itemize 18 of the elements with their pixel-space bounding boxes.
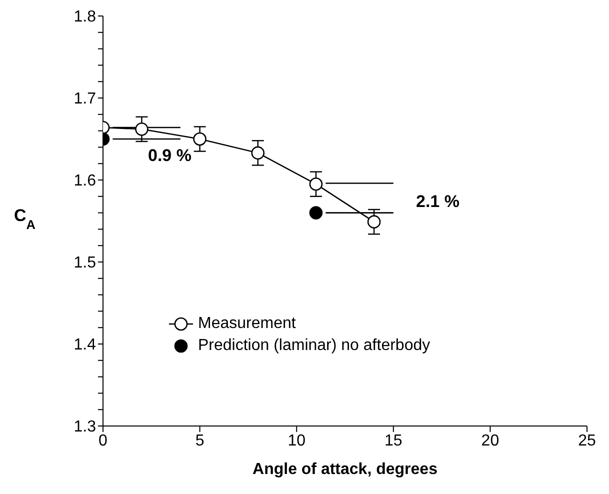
annotation: 0.9 % [148,146,192,166]
legend-label: Prediction (laminar) no afterbody [198,337,430,355]
x-axis-title: Angle of attack, degrees [252,461,438,478]
x-tick-label: 0 [98,432,108,450]
x-tick-label: 15 [384,432,402,450]
x-tick-label: 10 [288,432,306,450]
y-tick-label: 1.5 [74,254,96,272]
y-tick-label: 1.3 [74,418,96,436]
annotation: 2.1 % [416,192,460,212]
x-tick-label: 20 [481,432,500,450]
y-axis-title: C$_{A}$ [14,206,36,232]
y-tick-label: 1.4 [74,336,96,354]
x-tick-label: 25 [578,432,596,450]
y-tick-label: 1.7 [74,90,96,108]
y-tick-label: 1.6 [74,172,96,190]
x-tick-label: 5 [195,432,204,450]
y-tick-label: 1.8 [74,8,96,26]
legend-label: Measurement [198,315,296,333]
